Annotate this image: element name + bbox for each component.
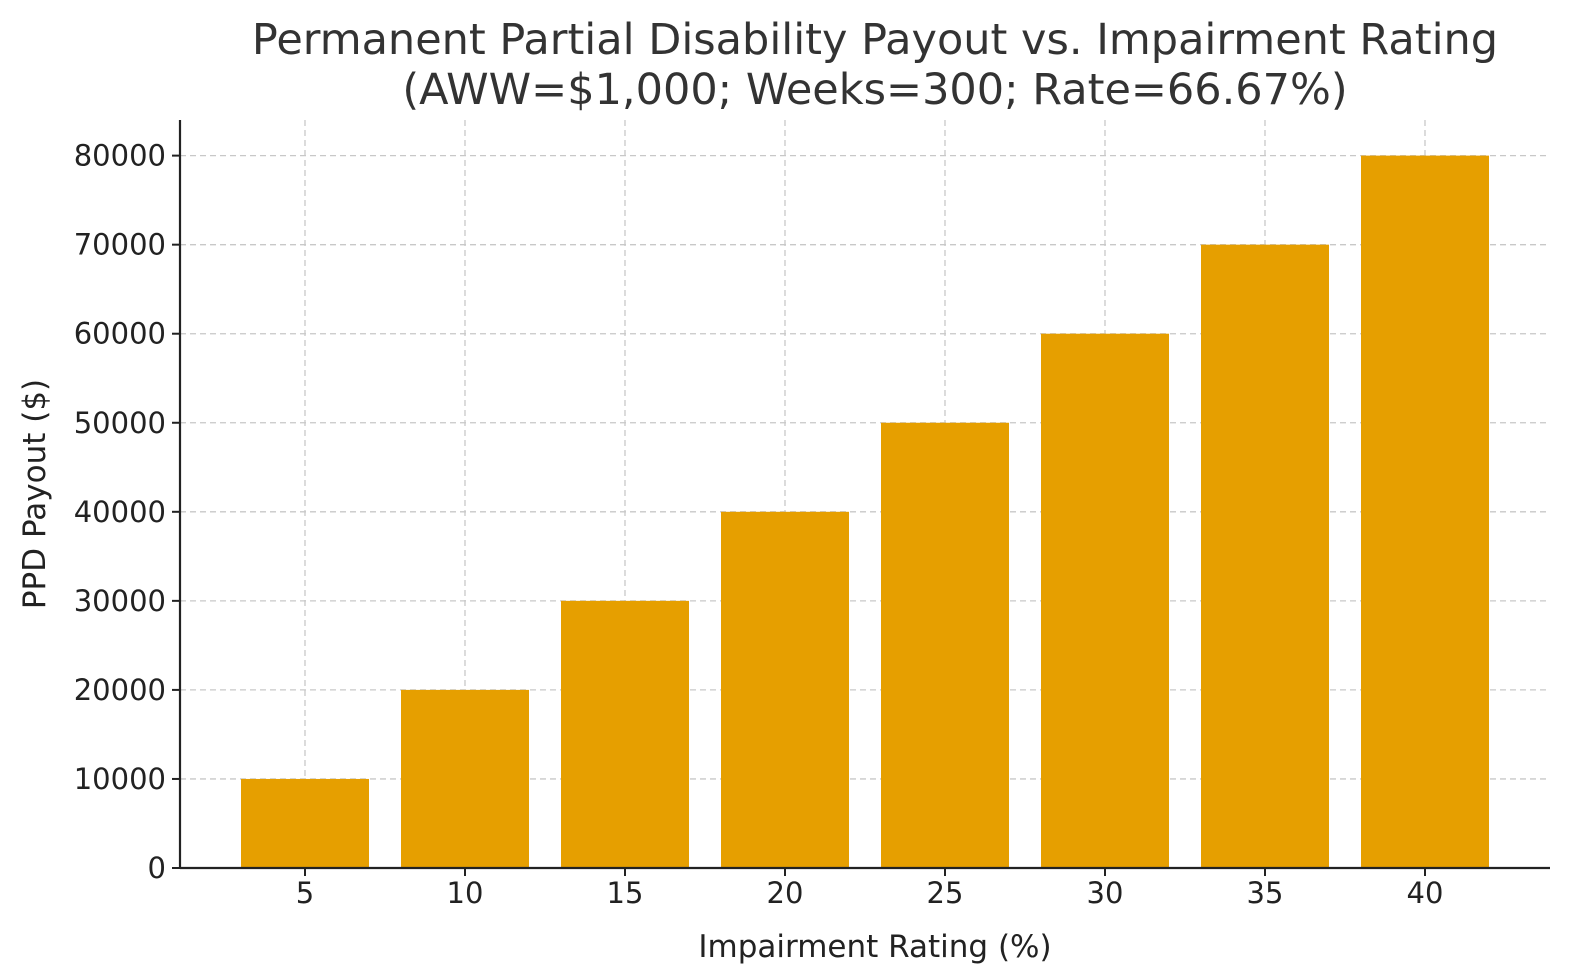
x-tick-label: 15 — [607, 876, 644, 910]
bar-10 — [401, 689, 529, 868]
x-tick-label: 5 — [296, 876, 314, 910]
x-tick-label: 10 — [447, 876, 484, 910]
x-tick-label: 30 — [1087, 876, 1124, 910]
y-tick-label: 0 — [148, 851, 166, 885]
axes: 0 10000 20000 30000 40000 50000 60000 70000 8000… — [74, 120, 1550, 910]
bar-20 — [721, 511, 849, 868]
y-tick-label: 40000 — [74, 495, 166, 529]
y-tick-label: 50000 — [74, 406, 166, 440]
x-tick-label: 40 — [1407, 876, 1444, 910]
x-tick-label: 20 — [767, 876, 804, 910]
x-tick-label: 35 — [1247, 876, 1284, 910]
bar-5 — [241, 778, 369, 868]
y-tick-label: 70000 — [74, 228, 166, 262]
y-tick-label: 10000 — [74, 762, 166, 796]
x-tick-label: 25 — [927, 876, 964, 910]
bar-40 — [1361, 155, 1489, 869]
bar-25 — [881, 422, 1009, 868]
chart-title: Permanent Partial Disability Payout vs. … — [252, 15, 1498, 65]
grid-lines — [180, 120, 1550, 868]
y-axis-label: PPD Payout ($) — [17, 379, 53, 609]
bars — [241, 155, 1489, 869]
y-tick-label: 30000 — [74, 584, 166, 618]
bar-15 — [561, 600, 689, 868]
chart-subtitle: (AWW=$1,000; Weeks=300; Rate=66.67%) — [402, 65, 1347, 115]
bar-30 — [1041, 333, 1169, 868]
y-tick-label: 60000 — [74, 317, 166, 351]
x-axis-label: Impairment Rating (%) — [698, 929, 1051, 965]
y-tick-label: 20000 — [74, 673, 166, 707]
bar-35 — [1201, 244, 1329, 868]
y-tick-label: 80000 — [74, 139, 166, 173]
